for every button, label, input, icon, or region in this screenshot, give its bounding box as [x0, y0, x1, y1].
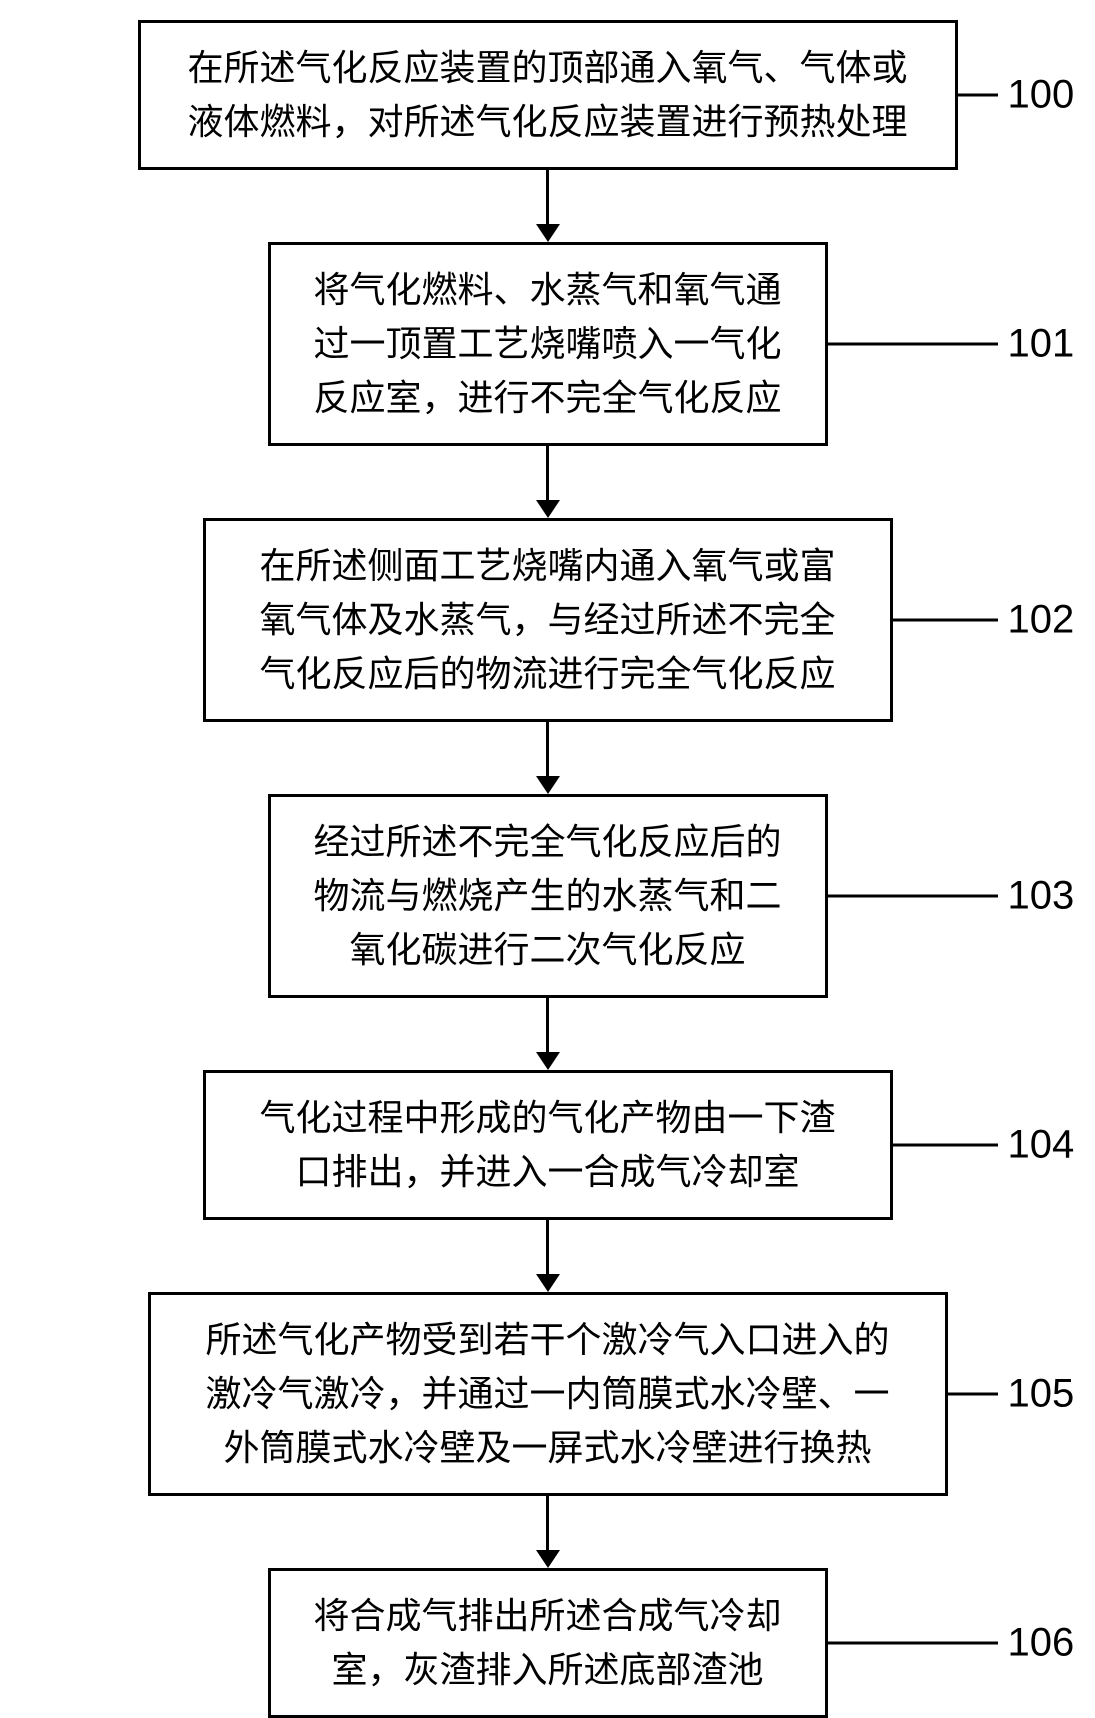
arrow-shaft — [546, 1496, 549, 1550]
flowchart-node: 将气化燃料、水蒸气和氧气通 过一顶置工艺烧嘴喷入一气化 反应室，进行不完全气化反… — [268, 242, 828, 446]
flowchart-node: 经过所述不完全气化反应后的 物流与燃烧产生的水蒸气和二 氧化碳进行二次气化反应 — [268, 794, 828, 998]
flowchart-row: 在所述气化反应装置的顶部通入氧气、气体或 液体燃料，对所述气化反应装置进行预热处… — [40, 20, 1055, 170]
arrow-head-icon — [536, 500, 560, 518]
node-text: 经过所述不完全气化反应后的 物流与燃烧产生的水蒸气和二 氧化碳进行二次气化反应 — [313, 815, 781, 977]
flowchart-arrow — [536, 998, 560, 1070]
flowchart-row: 所述气化产物受到若干个激冷气入口进入的 激冷气激冷，并通过一内筒膜式水冷壁、一 … — [40, 1292, 1055, 1496]
flowchart-row: 将气化燃料、水蒸气和氧气通 过一顶置工艺烧嘴喷入一气化 反应室，进行不完全气化反… — [40, 242, 1055, 446]
node-label: 104 — [1008, 1123, 1075, 1168]
flowchart-node: 将合成气排出所述合成气冷却 室，灰渣排入所述底部渣池 — [268, 1568, 828, 1718]
flowchart-node: 气化过程中形成的气化产物由一下渣 口排出，并进入一合成气冷却室 — [203, 1070, 893, 1220]
flowchart-arrow — [536, 722, 560, 794]
node-text: 在所述侧面工艺烧嘴内通入氧气或富 氧气体及水蒸气，与经过所述不完全 气化反应后的… — [259, 539, 835, 701]
node-text: 所述气化产物受到若干个激冷气入口进入的 激冷气激冷，并通过一内筒膜式水冷壁、一 … — [205, 1313, 889, 1475]
node-text: 将合成气排出所述合成气冷却 室，灰渣排入所述底部渣池 — [313, 1589, 781, 1697]
arrow-head-icon — [536, 224, 560, 242]
label-connector-line — [948, 1393, 998, 1396]
node-text: 将气化燃料、水蒸气和氧气通 过一顶置工艺烧嘴喷入一气化 反应室，进行不完全气化反… — [313, 263, 781, 425]
node-label: 106 — [1008, 1621, 1075, 1666]
node-label: 102 — [1008, 598, 1075, 643]
arrow-shaft — [546, 998, 549, 1052]
label-connector-line — [828, 895, 998, 898]
flowchart-arrow — [536, 1496, 560, 1568]
flowchart-arrow — [536, 1220, 560, 1292]
flowchart-row: 将合成气排出所述合成气冷却 室，灰渣排入所述底部渣池106 — [40, 1568, 1055, 1718]
arrow-head-icon — [536, 1274, 560, 1292]
flowchart-row: 在所述侧面工艺烧嘴内通入氧气或富 氧气体及水蒸气，与经过所述不完全 气化反应后的… — [40, 518, 1055, 722]
label-connector-line — [828, 343, 998, 346]
node-label: 101 — [1008, 322, 1075, 367]
arrow-head-icon — [536, 776, 560, 794]
arrow-head-icon — [536, 1550, 560, 1568]
node-label: 103 — [1008, 874, 1075, 919]
label-connector-line — [828, 1642, 998, 1645]
label-connector-line — [893, 1144, 998, 1147]
node-label: 105 — [1008, 1372, 1075, 1417]
arrow-shaft — [546, 1220, 549, 1274]
flowchart-container: 在所述气化反应装置的顶部通入氧气、气体或 液体燃料，对所述气化反应装置进行预热处… — [40, 20, 1055, 1718]
arrow-shaft — [546, 170, 549, 224]
flowchart-arrow — [536, 446, 560, 518]
label-connector-line — [893, 619, 998, 622]
flowchart-node: 所述气化产物受到若干个激冷气入口进入的 激冷气激冷，并通过一内筒膜式水冷壁、一 … — [148, 1292, 948, 1496]
flowchart-arrow — [536, 170, 560, 242]
flowchart-row: 气化过程中形成的气化产物由一下渣 口排出，并进入一合成气冷却室104 — [40, 1070, 1055, 1220]
arrow-shaft — [546, 722, 549, 776]
node-text: 气化过程中形成的气化产物由一下渣 口排出，并进入一合成气冷却室 — [259, 1091, 835, 1199]
node-text: 在所述气化反应装置的顶部通入氧气、气体或 液体燃料，对所述气化反应装置进行预热处… — [187, 41, 907, 149]
arrow-head-icon — [536, 1052, 560, 1070]
flowchart-node: 在所述侧面工艺烧嘴内通入氧气或富 氧气体及水蒸气，与经过所述不完全 气化反应后的… — [203, 518, 893, 722]
flowchart-node: 在所述气化反应装置的顶部通入氧气、气体或 液体燃料，对所述气化反应装置进行预热处… — [138, 20, 958, 170]
node-label: 100 — [1008, 73, 1075, 118]
arrow-shaft — [546, 446, 549, 500]
flowchart-row: 经过所述不完全气化反应后的 物流与燃烧产生的水蒸气和二 氧化碳进行二次气化反应1… — [40, 794, 1055, 998]
label-connector-line — [958, 94, 998, 97]
